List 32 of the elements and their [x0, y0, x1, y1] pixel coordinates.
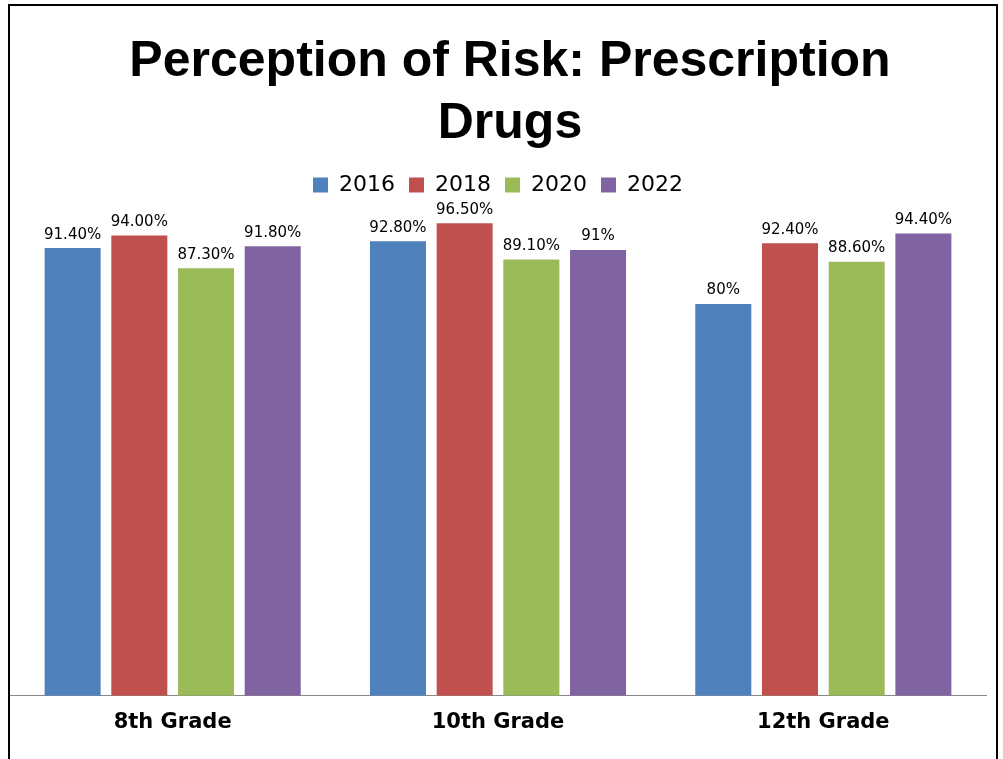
bar	[695, 303, 752, 696]
legend-label: 2020	[531, 170, 587, 196]
bar	[369, 241, 426, 696]
legend-label: 2016	[339, 170, 396, 196]
bar	[44, 248, 101, 696]
x-tick-label: 12th Grade	[757, 708, 890, 733]
data-label: 94.40%	[894, 209, 952, 228]
bar	[761, 243, 818, 696]
data-label: 94.00%	[110, 211, 168, 230]
bar	[244, 246, 301, 696]
data-label: 96.50%	[436, 199, 494, 218]
bar	[503, 259, 560, 696]
data-label: 91.80%	[244, 222, 302, 241]
data-label: 87.30%	[177, 244, 235, 263]
chart-title: Perception of Risk: Prescription Drugs	[128, 30, 892, 151]
bar	[828, 261, 885, 696]
x-tick-label: 8th Grade	[113, 708, 232, 733]
data-label: 80%	[706, 280, 740, 299]
data-label: 92.80%	[369, 217, 427, 236]
data-label: 91%	[581, 226, 615, 245]
bar	[178, 268, 235, 696]
x-tick-label: 10th Grade	[431, 708, 565, 733]
legend-label: 2022	[626, 170, 683, 196]
data-label: 91.40%	[44, 224, 102, 243]
bar	[895, 233, 952, 696]
bar	[570, 250, 627, 696]
bar	[111, 235, 168, 696]
legend-label: 2018	[435, 170, 492, 196]
bar	[436, 223, 493, 696]
data-label: 88.60%	[828, 238, 886, 257]
data-label: 92.40%	[761, 219, 819, 238]
data-label: 89.10%	[502, 235, 560, 254]
